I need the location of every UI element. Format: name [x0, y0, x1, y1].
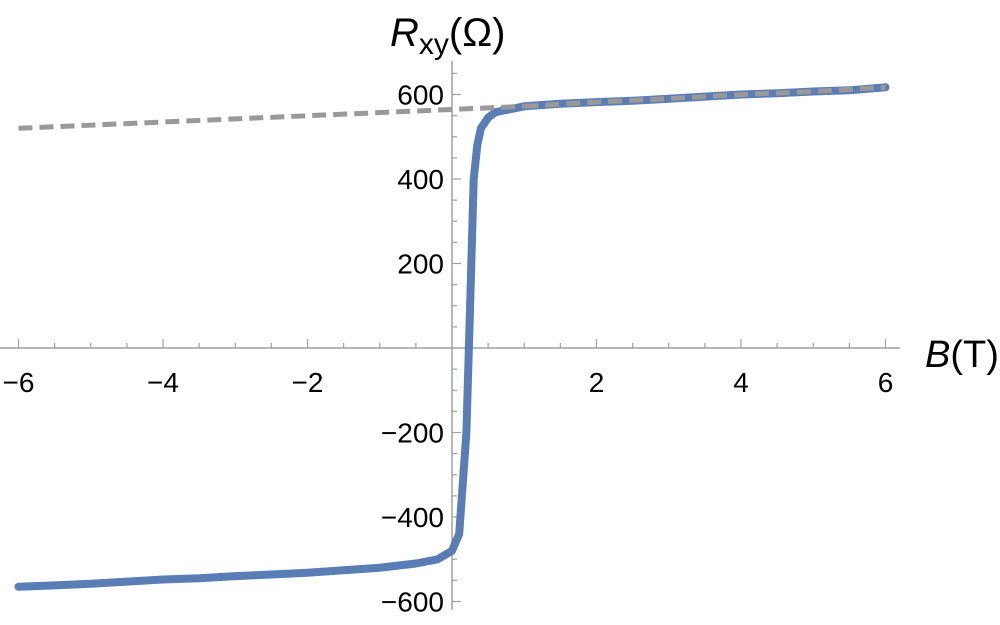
axis-titles-layer: Rxy(Ω) B(T): [390, 11, 999, 376]
y-tick-label: 200: [397, 249, 444, 280]
data-series-line: [14, 83, 890, 591]
x-tick-label: 2: [589, 367, 605, 398]
fit-line-dashed: [524, 84, 886, 109]
y-axis-title-main: R: [390, 11, 419, 55]
tick-labels-layer: −6 −4 −2 2 4 6 −600 −400 −200 200 400 600: [3, 80, 894, 618]
x-tick-label: 4: [733, 367, 749, 398]
y-tick-label: −600: [381, 587, 444, 618]
y-tick-label: 400: [397, 164, 444, 195]
x-tick-label: −2: [292, 367, 324, 398]
y-tick-label: 600: [397, 80, 444, 111]
y-tick-label: −200: [381, 418, 444, 449]
x-axis-title-unit: (T): [950, 334, 999, 376]
series-layer: [14, 83, 890, 591]
x-tick-label: −4: [147, 367, 179, 398]
fit-line-dashed: [18, 103, 525, 131]
y-axis-title: Rxy(Ω): [390, 11, 505, 61]
y-tick-label: −400: [381, 502, 444, 533]
x-tick-label: 6: [878, 367, 894, 398]
x-tick-label: −6: [3, 367, 35, 398]
y-axis-title-sub: xy: [419, 28, 449, 61]
x-axis-title: B(T): [925, 334, 999, 376]
y-axis-title-unit: (Ω): [449, 11, 506, 55]
axes-layer: [0, 60, 900, 610]
x-axis-title-main: B: [925, 334, 950, 376]
